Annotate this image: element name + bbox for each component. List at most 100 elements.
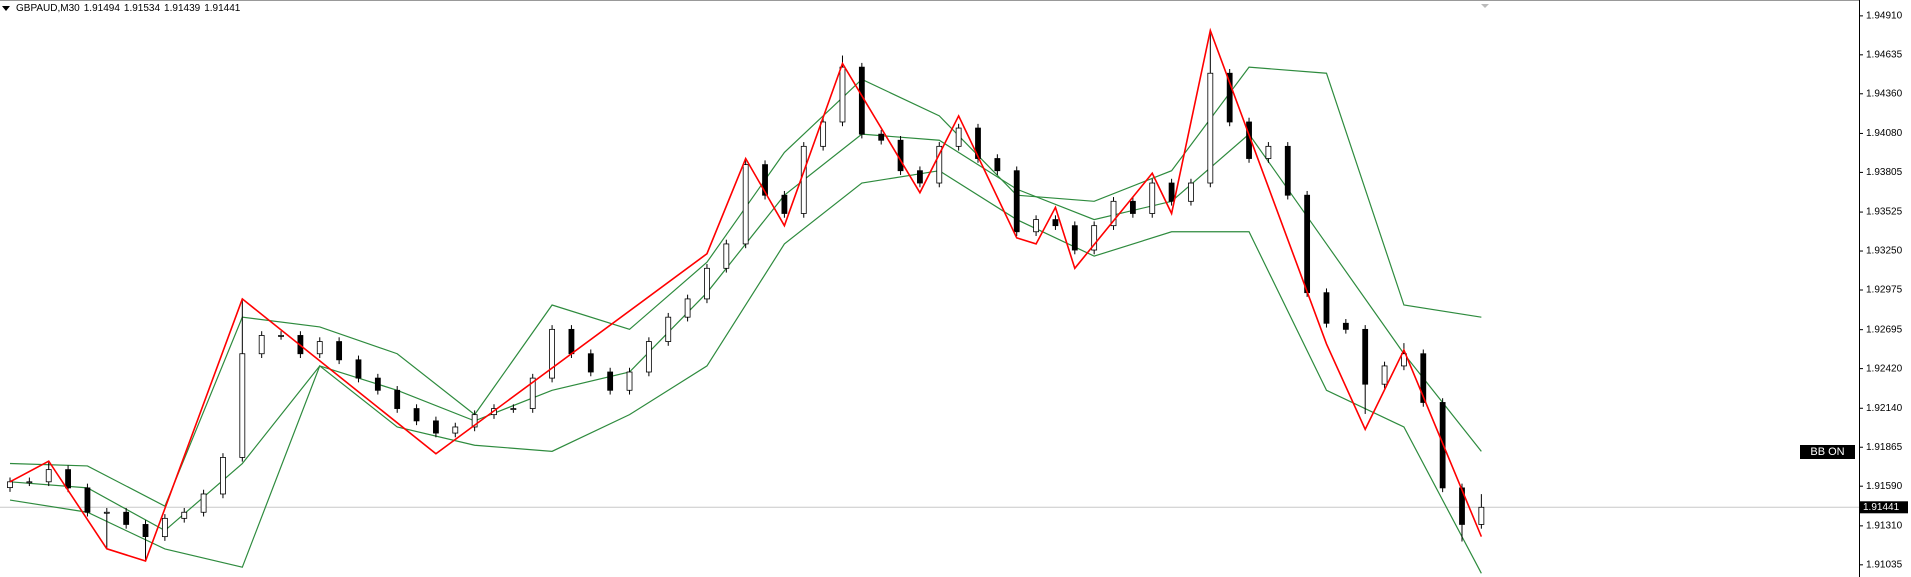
candle-body	[239, 353, 246, 458]
price-tag-label: 1.91441	[1863, 502, 1900, 513]
candle-body	[665, 316, 672, 342]
candle-body	[433, 420, 439, 434]
candle-body	[452, 426, 459, 434]
candle-body	[1071, 225, 1078, 251]
candle-body	[936, 145, 943, 184]
y-tick-label: 1.94635	[1866, 49, 1903, 60]
y-tick-label: 1.92420	[1866, 363, 1903, 374]
candle-body	[1284, 145, 1291, 196]
candle-body	[200, 493, 207, 513]
price-tag	[1860, 501, 1908, 514]
y-tick-label: 1.93250	[1866, 246, 1903, 257]
candle-body	[413, 408, 420, 422]
y-tick-label: 1.92140	[1866, 403, 1903, 414]
candle-body	[258, 335, 265, 355]
candle-body	[1226, 72, 1233, 123]
candle-body	[316, 341, 323, 355]
candle-body	[1265, 145, 1272, 159]
candle-body	[278, 335, 284, 337]
bollinger-band	[9, 66, 1482, 508]
candle-body	[1013, 170, 1020, 233]
candle-body	[781, 194, 788, 214]
candle-body	[45, 469, 52, 483]
y-tick-label: 1.91590	[1866, 481, 1903, 492]
candle-body	[897, 139, 904, 172]
y-tick-label: 1.92975	[1866, 285, 1903, 296]
candle-body	[220, 457, 226, 495]
candle-body	[471, 414, 478, 428]
candle-body	[1401, 353, 1407, 367]
y-tick-label: 1.93805	[1866, 167, 1903, 178]
candle-body	[704, 267, 710, 300]
candle-body	[955, 127, 962, 147]
candle-body	[1323, 292, 1330, 324]
y-tick-label: 1.91310	[1866, 520, 1903, 531]
y-tick-label: 1.93525	[1866, 207, 1903, 218]
candle-body	[917, 170, 923, 184]
candle-body	[1304, 194, 1311, 294]
candle-body	[161, 517, 168, 538]
candle-body	[645, 341, 652, 373]
candle-body	[510, 408, 517, 410]
candle-body	[762, 164, 768, 196]
collapse-icon	[2, 6, 10, 11]
y-tick-label: 1.94360	[1866, 88, 1903, 99]
candle-body	[374, 377, 381, 391]
candle-body	[839, 66, 846, 123]
candle-body	[742, 164, 749, 245]
y-tick-label: 1.91865	[1866, 442, 1903, 453]
candle-body	[1207, 72, 1214, 184]
candle-body	[1052, 219, 1059, 227]
candle-body	[181, 511, 188, 519]
candle-body	[1033, 219, 1039, 233]
candle-body	[1459, 487, 1465, 525]
candle-body	[7, 481, 13, 489]
quote-open: 1.91494	[83, 3, 120, 14]
quote-high: 1.91534	[123, 3, 161, 14]
candle-body	[587, 353, 594, 373]
candle-body	[529, 377, 536, 409]
candle-body	[994, 158, 1001, 172]
candle-body	[103, 511, 110, 514]
candle-body	[858, 66, 865, 135]
symbol: GBPAUD,M30	[16, 3, 80, 14]
candle-body	[84, 487, 91, 513]
candle-body	[336, 341, 343, 361]
candle-body	[142, 524, 149, 538]
y-tick-label: 1.94910	[1866, 11, 1903, 22]
candle-body	[975, 127, 981, 159]
candle-body	[26, 481, 33, 484]
candle-body	[1110, 200, 1117, 227]
candle-body	[123, 511, 130, 525]
candle-body	[878, 133, 885, 141]
y-tick-label: 1.92695	[1866, 324, 1903, 335]
shift-marker	[1481, 4, 1489, 8]
candle-body	[1168, 182, 1175, 202]
candle-body	[684, 298, 691, 318]
candle-body	[607, 371, 614, 391]
candle-body	[626, 371, 633, 391]
candle-body	[1362, 328, 1369, 385]
candle-body	[1420, 353, 1427, 403]
candle-body	[355, 359, 362, 379]
candle-body	[800, 145, 807, 214]
candle-body	[394, 389, 401, 409]
y-tick-label: 1.91035	[1866, 559, 1903, 570]
candle-body	[1478, 506, 1485, 525]
candle-body	[1381, 365, 1388, 385]
header: GBPAUD,M30 1.91494 1.91534 1.91439 1.914…	[2, 3, 240, 14]
candle-body	[723, 243, 730, 269]
quote-low: 1.91439	[164, 3, 201, 14]
candle-body	[1129, 200, 1136, 214]
quote-close: 1.91441	[204, 3, 241, 14]
bb-toggle-button[interactable]: BB ON	[1800, 445, 1855, 459]
candle-body	[1149, 182, 1156, 214]
candle-body	[549, 328, 555, 379]
bollinger-band	[9, 170, 1482, 574]
candle-body	[1188, 182, 1194, 202]
candle-body	[1342, 322, 1349, 330]
